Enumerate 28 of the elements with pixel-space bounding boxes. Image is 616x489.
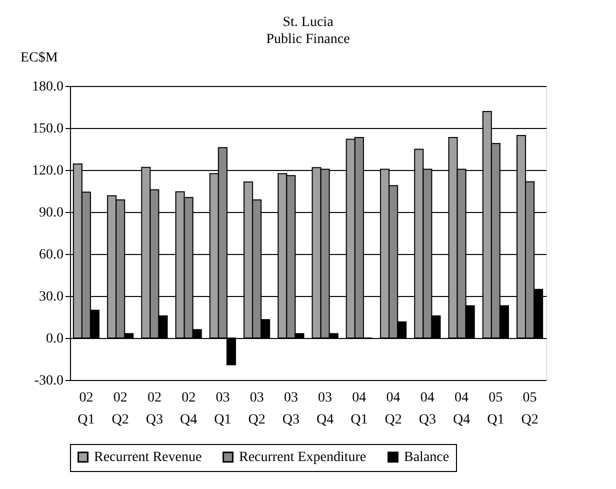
x-tick-label: 02 Q3: [146, 390, 164, 428]
y-tick-label: 90.0: [39, 206, 64, 220]
x-tick-label: 02 Q2: [112, 390, 129, 428]
y-tick-label: 0.0: [46, 332, 64, 346]
x-tick-label: 02 Q4: [180, 390, 198, 428]
x-tick-label: 03 Q4: [316, 390, 334, 428]
y-axis-title: EC$M: [20, 50, 58, 66]
chart-subtitle: Public Finance: [266, 32, 350, 47]
chart-title: St. Lucia: [282, 15, 334, 30]
x-tick-label: 02 Q1: [78, 390, 95, 428]
x-tick-label: 03 Q3: [282, 390, 300, 428]
x-tick-label: 04 Q4: [452, 390, 470, 428]
x-tick-label: 04 Q1: [350, 390, 368, 428]
y-tick-label: 30.0: [39, 290, 64, 304]
y-tick-label: 120.0: [32, 164, 64, 178]
x-tick-label: 04 Q3: [418, 390, 436, 428]
x-tick-label: 05 Q1: [487, 390, 504, 428]
legend-label: Recurrent Expenditure: [239, 450, 366, 466]
y-tick-label: 60.0: [39, 248, 64, 262]
x-tick-label: 05 Q2: [521, 390, 538, 428]
legend-label: Balance: [404, 450, 450, 466]
x-tick-label: 03 Q1: [214, 390, 232, 428]
y-tick-label: 150.0: [32, 122, 64, 136]
y-tick-label: 180.0: [32, 80, 64, 94]
x-tick-label: 03 Q2: [248, 390, 266, 428]
y-tick-label: -30.0: [34, 374, 64, 388]
x-tick-label: 04 Q2: [384, 390, 402, 428]
legend-label: Recurrent Revenue: [94, 450, 202, 466]
